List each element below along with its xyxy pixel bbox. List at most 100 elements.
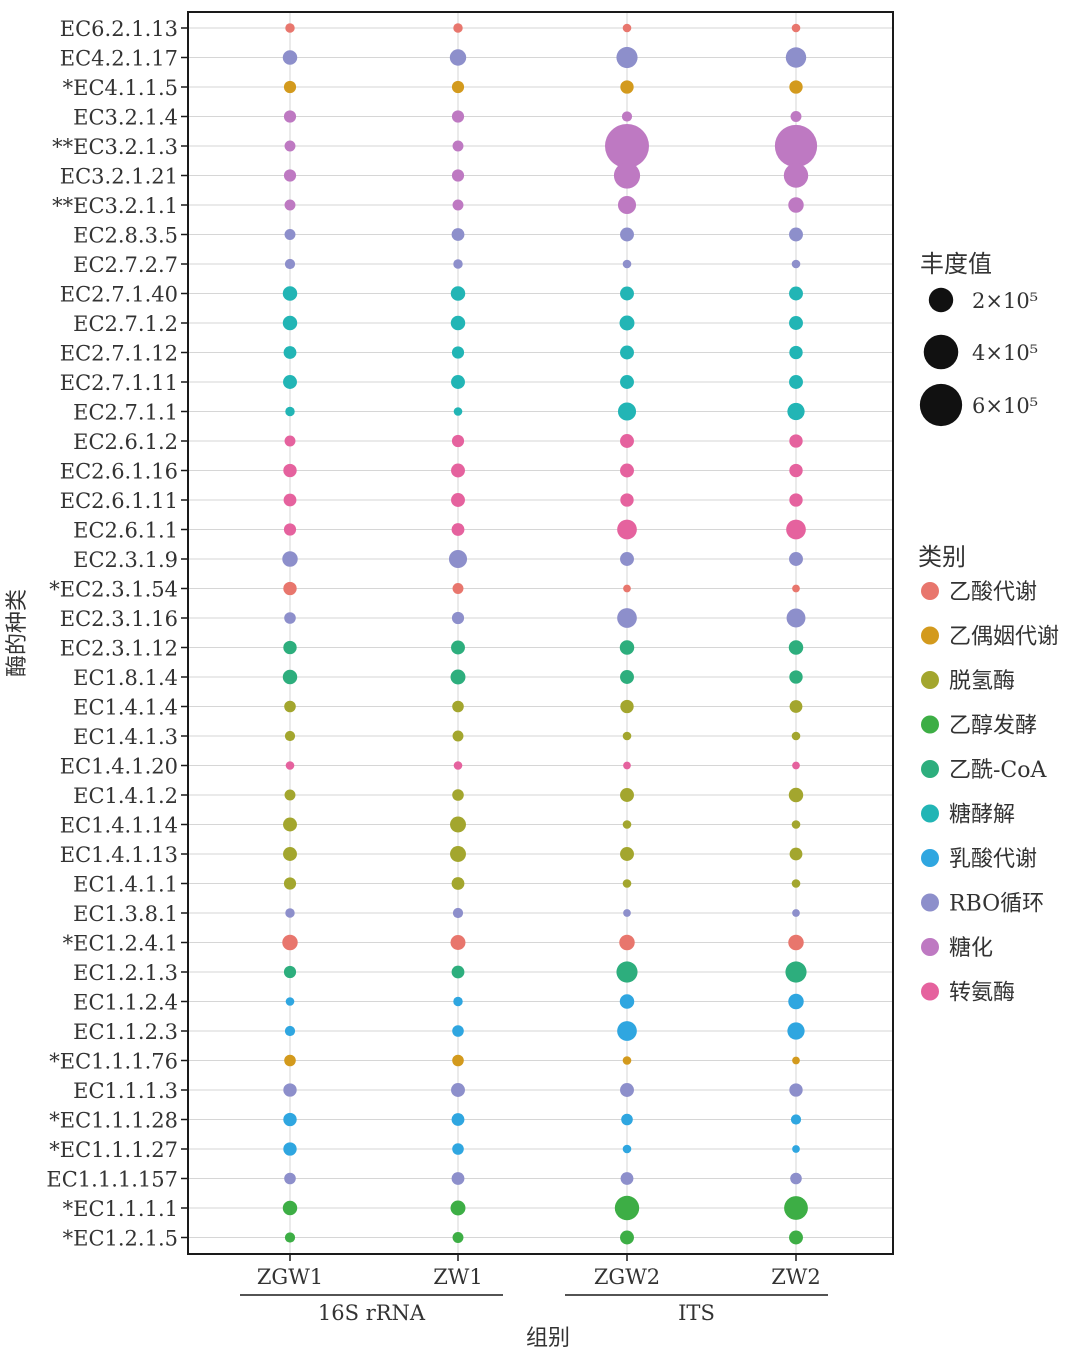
- bubble-point: [452, 1143, 464, 1155]
- bubble-point: [449, 49, 467, 66]
- y-tick-label: *EC1.2.1.5: [63, 1227, 178, 1251]
- bubble-point: [788, 197, 804, 213]
- bubble-point: [283, 581, 297, 596]
- y-tick-label: EC2.7.1.40: [60, 283, 178, 307]
- bubble-point: [284, 140, 296, 152]
- bubble-point: [619, 315, 635, 331]
- y-tick-label: EC2.7.2.7: [73, 253, 178, 277]
- bubble-point: [622, 1056, 632, 1065]
- bubble-point: [789, 847, 803, 861]
- bubble-point: [283, 965, 297, 979]
- bubble-point: [284, 1232, 296, 1243]
- bubble-point: [452, 1054, 464, 1067]
- color-legend-label: 糖酵解: [949, 803, 1015, 828]
- bubble-point: [284, 229, 296, 240]
- bubble-point: [788, 787, 804, 803]
- bubble-point: [283, 80, 297, 94]
- bubble-point: [452, 907, 464, 919]
- bubble-point: [790, 1172, 802, 1185]
- bubble-point: [452, 730, 464, 742]
- y-tick-label: EC2.7.1.12: [60, 342, 178, 366]
- bubble-point: [617, 195, 637, 215]
- bubble-point: [792, 1056, 800, 1065]
- color-legend-swatch: [921, 626, 939, 645]
- bubble-point: [622, 820, 632, 829]
- bubble-point: [451, 228, 465, 241]
- bubble-point: [453, 23, 463, 33]
- bubble-point: [617, 402, 637, 421]
- size-legend: 2×10⁵ 4×10⁵ 6×10⁵: [919, 287, 1038, 427]
- bubble-point: [283, 346, 297, 359]
- bubble-point: [620, 699, 634, 714]
- bubble-point: [282, 315, 298, 331]
- bubble-point: [451, 611, 465, 625]
- bubble-point: [792, 761, 800, 770]
- y-tick-label: EC6.2.1.13: [60, 17, 178, 41]
- bubble-point: [616, 46, 638, 69]
- bubble-point: [451, 346, 465, 359]
- bubble-point: [791, 259, 801, 269]
- color-legend-swatch: [921, 938, 939, 956]
- bubble-point: [282, 669, 298, 685]
- bubble-point: [452, 700, 464, 713]
- y-tick-label: EC1.2.1.3: [73, 961, 178, 985]
- bubble-point: [620, 1172, 634, 1185]
- bubble-point: [617, 1021, 637, 1041]
- bubble-point: [792, 909, 800, 917]
- bubble-point: [786, 608, 806, 628]
- bubble-point: [283, 110, 297, 123]
- y-tick-label: EC3.2.1.21: [60, 165, 178, 189]
- bubble-point: [620, 552, 634, 566]
- bubble-point: [285, 23, 295, 33]
- bubble-point: [620, 434, 634, 448]
- bubble-point: [785, 47, 807, 68]
- bubble-point: [453, 761, 463, 770]
- bubble-point: [620, 788, 634, 802]
- bubble-point: [284, 1172, 296, 1185]
- color-legend-swatch: [921, 804, 939, 823]
- bubble-point: [789, 1230, 803, 1245]
- bubble-point: [789, 552, 803, 566]
- bubble-point: [788, 993, 804, 1010]
- plot-frame: [187, 11, 894, 1255]
- bubble-point: [283, 1142, 297, 1156]
- y-tick-label: EC2.6.1.16: [60, 460, 178, 484]
- bubble-point: [620, 345, 634, 360]
- bubble-point: [613, 162, 641, 189]
- y-tick-label: EC1.4.1.2: [73, 784, 178, 808]
- bubble-point: [790, 1114, 802, 1125]
- color-legend-title: 类别: [918, 543, 966, 571]
- bubble-point: [450, 315, 466, 331]
- bubble-point: [452, 1025, 464, 1037]
- color-legend-label: 乙偶姻代谢: [949, 625, 1059, 650]
- bubble-point: [792, 1145, 800, 1153]
- bubble-point: [783, 163, 809, 188]
- size-legend-label: 6×10⁵: [972, 394, 1038, 418]
- bubble-point: [622, 879, 632, 888]
- bubble-point: [785, 961, 807, 983]
- y-tick-label: *EC1.1.1.76: [49, 1050, 178, 1074]
- bubble-point: [620, 1083, 634, 1097]
- bubble-point: [451, 434, 465, 448]
- bubble-point: [620, 847, 634, 861]
- bubble-point: [621, 1113, 633, 1126]
- bubble-point: [285, 908, 295, 918]
- bubble-point: [619, 994, 635, 1009]
- y-tick-label: EC1.1.1.3: [73, 1079, 178, 1103]
- bubble-point: [283, 817, 297, 832]
- bubble-point: [450, 286, 466, 301]
- bubble-point: [790, 111, 802, 122]
- bubble-point: [789, 375, 803, 389]
- bubble-point: [788, 934, 804, 951]
- bubble-point: [789, 1083, 803, 1097]
- bubble-point: [283, 1112, 297, 1127]
- bubble-point: [451, 640, 465, 655]
- bubble-point: [282, 50, 298, 65]
- y-axis-label: 酶的种类: [5, 589, 30, 677]
- bubble-point: [450, 846, 466, 862]
- bubble-point: [623, 909, 631, 917]
- bubble-point: [451, 463, 465, 478]
- bubble-point: [789, 286, 803, 301]
- bubble-point: [282, 1200, 298, 1216]
